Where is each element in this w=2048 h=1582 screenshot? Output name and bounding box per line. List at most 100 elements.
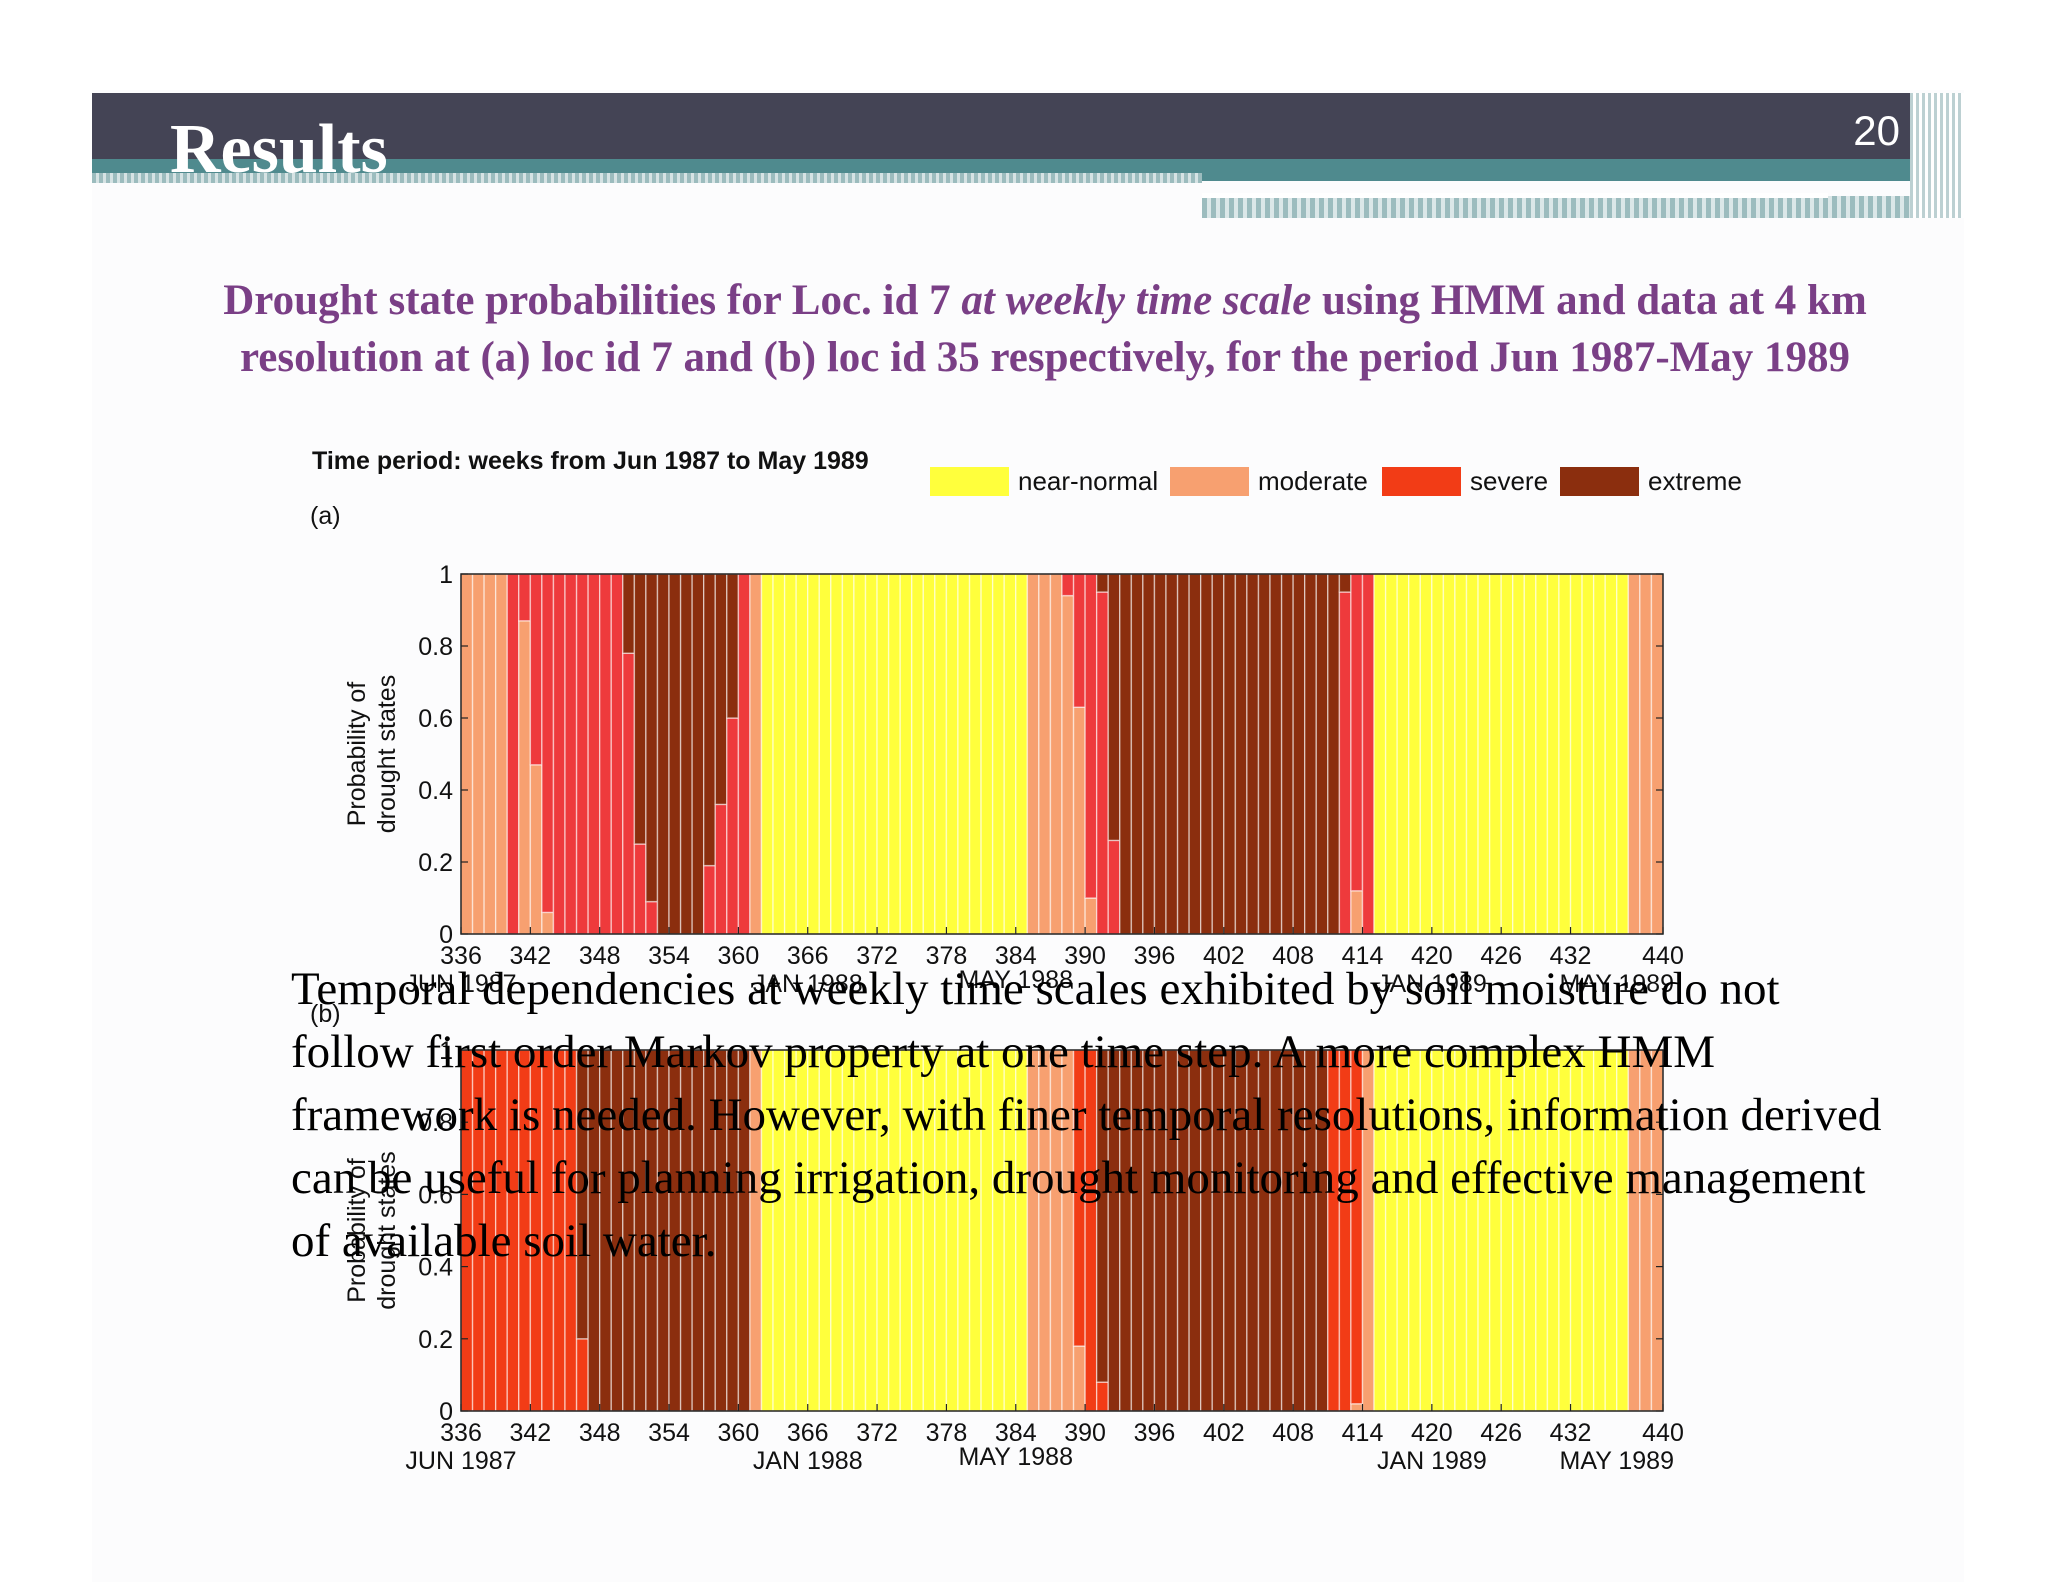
month-label: MAY 1989	[1560, 970, 1674, 998]
bar-week-389-severe	[1072, 573, 1086, 708]
bar-week-356-extreme	[691, 573, 705, 935]
x-tick-label: 336	[440, 942, 482, 970]
bar-week-338-moderate	[483, 573, 497, 935]
bar-week-388-moderate	[1061, 594, 1075, 935]
bar-week-415-near-normal	[1373, 573, 1387, 935]
bar-week-406-extreme	[1269, 573, 1283, 935]
plot-frame	[460, 1049, 1664, 1412]
bar-week-414-severe	[1361, 573, 1375, 935]
panel-label-b: (b)	[310, 1000, 341, 1028]
bar-week-341-severe	[518, 573, 532, 622]
x-tick-label: 426	[1480, 1419, 1522, 1447]
bar-week-346-severe	[575, 1338, 589, 1412]
bar-week-365-near-normal	[795, 573, 809, 935]
bar-week-361-moderate	[749, 573, 763, 935]
bar-week-370-near-normal	[853, 573, 867, 935]
chart-panel-b: 0 0.2 0.4 0.6 0.8 1 336 342 348 354 360 366 372 378 38…	[310, 1000, 1684, 1475]
bar-week-362-near-normal	[760, 573, 774, 935]
bar-week-407-extreme	[1280, 573, 1294, 935]
bar-week-352-severe	[645, 900, 659, 935]
slide-subtitle: Drought state probabilities for Loc. id …	[130, 272, 1960, 386]
bar-week-421-near-normal	[1442, 573, 1456, 935]
bar-week-372-near-normal	[876, 573, 890, 935]
bar-week-432-near-normal	[1569, 573, 1583, 935]
bar-week-344-severe	[552, 573, 566, 935]
x-tick-label: 414	[1342, 942, 1384, 970]
x-tick-label: 420	[1411, 1419, 1453, 1447]
x-tick-label: 440	[1642, 1419, 1684, 1447]
x-tick-label: 348	[579, 942, 621, 970]
y-tick-label: 0.4	[418, 1254, 453, 1282]
legend-swatch-moderate	[1170, 467, 1249, 496]
y-tick-label: 0.6	[418, 705, 453, 733]
x-tick-label: 336	[440, 1419, 482, 1447]
bar-week-385-moderate	[1026, 573, 1040, 935]
bar-week-424-near-normal	[1477, 573, 1491, 935]
bar-week-395-extreme	[1142, 573, 1156, 935]
bar-week-386-moderate	[1038, 573, 1052, 935]
x-tick-label: 390	[1064, 1419, 1106, 1447]
header-accent-bar-right	[1202, 159, 1964, 181]
bar-week-413-moderate	[1350, 890, 1364, 935]
bar-week-393-extreme	[1119, 573, 1133, 935]
bar-week-341-moderate	[518, 620, 532, 935]
x-tick-label: 354	[648, 942, 690, 970]
bar-week-374-near-normal	[899, 573, 913, 935]
y-tick-label: 0.2	[418, 1326, 453, 1354]
bar-week-351-severe	[633, 843, 647, 935]
y-tick-label: 1	[439, 561, 453, 589]
bar-week-346-severe	[575, 573, 589, 935]
bar-week-405-extreme	[1257, 573, 1271, 935]
legend-swatch-extreme	[1560, 467, 1639, 496]
bar-week-357-severe	[703, 864, 716, 935]
x-tick-label: 384	[995, 942, 1037, 970]
month-label: JAN 1988	[753, 1447, 863, 1475]
y-tick-label: 0.2	[418, 849, 453, 877]
bar-week-353-extreme	[656, 573, 670, 935]
y-tick-label: 0	[439, 1398, 453, 1426]
bar-week-371-near-normal	[864, 573, 878, 935]
bar-week-337-moderate	[471, 573, 485, 935]
x-tick-label: 390	[1064, 942, 1106, 970]
bar-week-379-near-normal	[957, 573, 971, 935]
bar-week-392-extreme	[1107, 573, 1121, 842]
bar-week-350-severe	[622, 652, 636, 935]
bar-week-375-near-normal	[911, 573, 925, 935]
y-tick-label: 0.4	[418, 777, 453, 805]
bar-week-348-severe	[598, 573, 612, 935]
bar-week-354-extreme	[668, 573, 682, 935]
header-accent-bar	[92, 159, 1202, 173]
subtitle-part-b: at weekly time scale	[961, 277, 1312, 324]
y-tick-label: 0.8	[418, 1109, 453, 1137]
month-label: JAN 1989	[1377, 1447, 1487, 1475]
x-tick-label: 372	[856, 942, 898, 970]
legend-label-near-normal: near-normal	[1018, 466, 1159, 496]
y-axis-label: Probability ofdrought states	[343, 1151, 401, 1309]
bar-week-420-near-normal	[1431, 573, 1445, 935]
bar-week-389-moderate	[1072, 706, 1086, 935]
y-tick-label: 0	[439, 921, 453, 949]
bar-week-388-severe	[1061, 573, 1075, 597]
bar-week-355-extreme	[679, 573, 693, 935]
bar-week-433-near-normal	[1581, 573, 1595, 935]
bar-week-369-near-normal	[841, 573, 855, 935]
bar-week-413-severe	[1350, 573, 1364, 892]
slide-number: 20	[1853, 107, 1900, 154]
bar-week-416-near-normal	[1384, 573, 1398, 935]
bar-week-397-extreme	[1165, 573, 1179, 935]
bar-week-349-severe	[610, 573, 624, 935]
bar-week-439-moderate	[1650, 573, 1664, 935]
x-tick-label: 366	[787, 1419, 829, 1447]
x-tick-label: 360	[718, 1419, 760, 1447]
bar-week-336-moderate	[460, 573, 474, 935]
x-tick-label: 420	[1411, 942, 1453, 970]
bar-week-390-moderate	[1084, 897, 1098, 935]
month-label: JUN 1987	[405, 970, 516, 998]
x-tick-label: 378	[926, 1419, 968, 1447]
legend-label-moderate: moderate	[1258, 466, 1368, 496]
bar-week-358-severe	[714, 803, 728, 935]
bar-week-359-extreme	[726, 573, 740, 719]
bar-week-359-severe	[726, 717, 740, 935]
bar-week-367-near-normal	[818, 573, 832, 935]
